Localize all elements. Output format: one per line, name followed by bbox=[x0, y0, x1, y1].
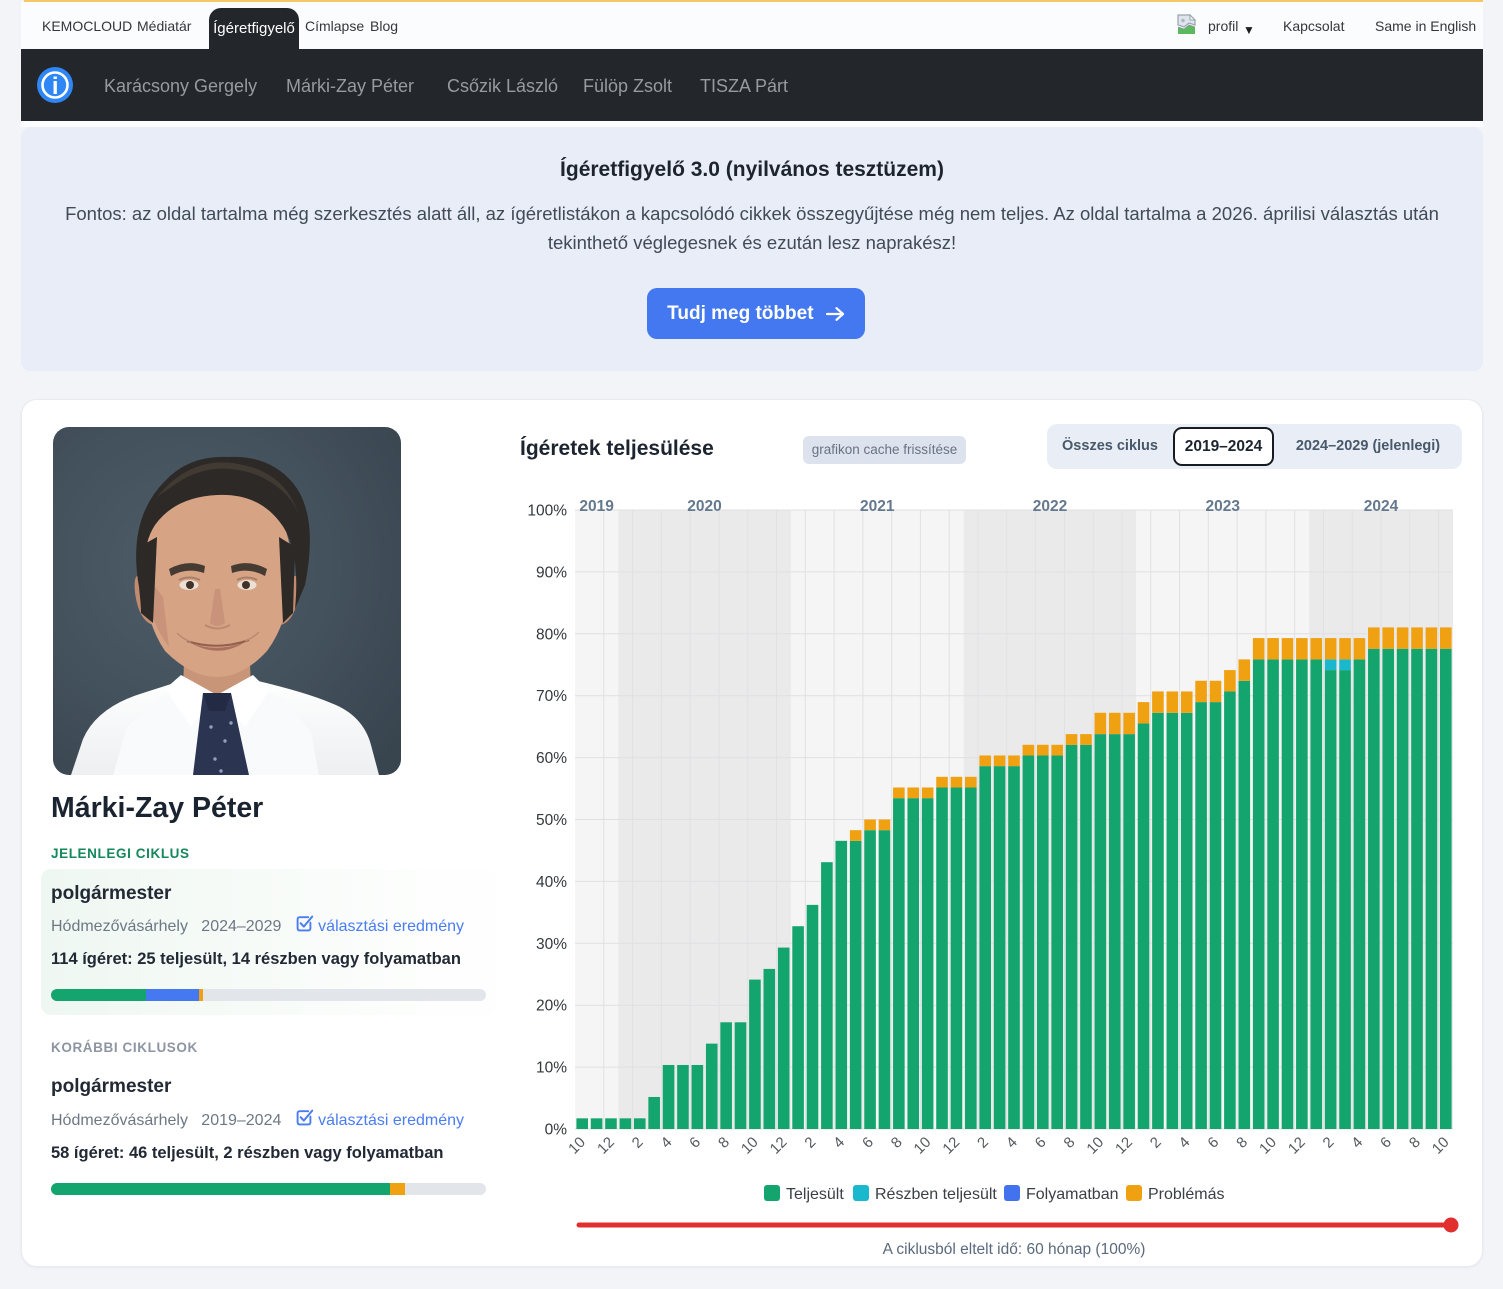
svg-text:12: 12 bbox=[767, 1134, 791, 1158]
svg-text:100%: 100% bbox=[527, 503, 567, 520]
svg-text:2: 2 bbox=[801, 1134, 819, 1152]
svg-text:2021: 2021 bbox=[860, 498, 895, 515]
svg-text:4: 4 bbox=[830, 1134, 848, 1152]
svg-text:8: 8 bbox=[1406, 1134, 1424, 1152]
svg-text:12: 12 bbox=[594, 1134, 618, 1158]
svg-text:2: 2 bbox=[629, 1134, 647, 1152]
svg-text:A ciklusból eltelt idő: 60 hón: A ciklusból eltelt idő: 60 hónap (100%) bbox=[883, 1241, 1146, 1258]
svg-text:70%: 70% bbox=[536, 688, 567, 705]
svg-text:4: 4 bbox=[1176, 1134, 1194, 1152]
svg-text:8: 8 bbox=[1233, 1134, 1251, 1152]
svg-text:10: 10 bbox=[1256, 1134, 1280, 1158]
svg-text:12: 12 bbox=[939, 1134, 963, 1158]
svg-text:6: 6 bbox=[1377, 1134, 1395, 1152]
svg-text:10: 10 bbox=[911, 1134, 935, 1158]
svg-text:12: 12 bbox=[1112, 1134, 1136, 1158]
svg-text:80%: 80% bbox=[536, 626, 567, 643]
svg-text:30%: 30% bbox=[536, 936, 567, 953]
svg-text:Folyamatban: Folyamatban bbox=[1026, 1186, 1119, 1203]
svg-text:Részben teljesült: Részben teljesült bbox=[875, 1186, 997, 1203]
svg-text:4: 4 bbox=[1348, 1134, 1366, 1152]
svg-text:12: 12 bbox=[1285, 1134, 1309, 1158]
svg-text:2: 2 bbox=[1320, 1134, 1338, 1152]
svg-text:10: 10 bbox=[738, 1134, 762, 1158]
svg-text:60%: 60% bbox=[536, 750, 567, 767]
svg-text:2022: 2022 bbox=[1033, 498, 1067, 515]
svg-text:4: 4 bbox=[1003, 1134, 1021, 1152]
svg-text:2019: 2019 bbox=[579, 498, 614, 515]
svg-text:2: 2 bbox=[1147, 1134, 1165, 1152]
svg-text:2023: 2023 bbox=[1205, 498, 1240, 515]
svg-text:6: 6 bbox=[859, 1134, 877, 1152]
svg-text:10: 10 bbox=[1083, 1134, 1107, 1158]
svg-text:40%: 40% bbox=[536, 874, 567, 891]
svg-text:6: 6 bbox=[1032, 1134, 1050, 1152]
svg-text:0%: 0% bbox=[545, 1122, 568, 1139]
svg-text:4: 4 bbox=[658, 1134, 676, 1152]
svg-text:8: 8 bbox=[1061, 1134, 1079, 1152]
svg-text:2020: 2020 bbox=[687, 498, 721, 515]
svg-text:10%: 10% bbox=[536, 1060, 567, 1077]
svg-text:10: 10 bbox=[1429, 1134, 1453, 1158]
svg-text:90%: 90% bbox=[536, 564, 567, 581]
svg-text:2: 2 bbox=[974, 1134, 992, 1152]
svg-text:6: 6 bbox=[686, 1134, 704, 1152]
svg-text:8: 8 bbox=[888, 1134, 906, 1152]
svg-text:i: i bbox=[52, 73, 59, 100]
svg-text:2024: 2024 bbox=[1364, 498, 1399, 515]
svg-text:Teljesült: Teljesült bbox=[786, 1186, 844, 1203]
svg-text:6: 6 bbox=[1204, 1134, 1222, 1152]
svg-text:20%: 20% bbox=[536, 998, 567, 1015]
svg-text:10: 10 bbox=[565, 1134, 589, 1158]
svg-text:8: 8 bbox=[715, 1134, 733, 1152]
svg-text:Problémás: Problémás bbox=[1148, 1186, 1224, 1203]
svg-text:50%: 50% bbox=[536, 812, 567, 829]
